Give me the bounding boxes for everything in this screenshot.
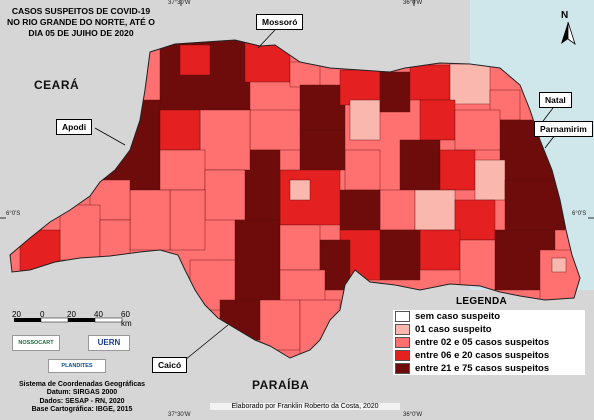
legend-label: entre 06 e 20 casos suspeitos <box>415 350 550 361</box>
label-parnamirim: Parnamirim <box>534 121 593 137</box>
municipality <box>249 109 301 151</box>
municipality <box>129 189 171 251</box>
municipality <box>454 109 501 151</box>
municipality <box>449 63 491 105</box>
municipality <box>289 179 311 201</box>
scale-label: 60 km <box>121 310 132 328</box>
info-line: Datum: SIRGAS 2000 <box>46 389 118 397</box>
map-info: Sistema de Coordenadas Geográficas Datum… <box>6 381 158 415</box>
leader-mossoro <box>257 29 276 49</box>
municipality <box>279 224 321 271</box>
legend-item: entre 02 e 05 casos suspeitos <box>393 336 585 349</box>
municipality <box>244 149 281 221</box>
map-title: CASOS SUSPEITOS DE COVID-19 NO RIO GRAND… <box>6 6 155 38</box>
info-line: Base Cartográfica: IBGE, 2015 <box>31 406 133 414</box>
leader-caico <box>184 324 229 361</box>
coord-top-left: 37°30'W <box>168 0 191 6</box>
legend-swatch <box>395 311 410 322</box>
legend-label: entre 21 e 75 casos suspeitos <box>415 363 550 374</box>
coord-right-lat: 6°0'S <box>572 211 587 217</box>
municipality <box>339 69 381 106</box>
municipality <box>504 179 566 231</box>
label-natal: Natal <box>539 92 572 108</box>
north-arrow-icon <box>561 21 576 46</box>
legend-title: LEGENDA <box>456 296 507 307</box>
legend-item: 01 caso suspeito <box>393 323 585 336</box>
municipality <box>289 61 321 88</box>
legend-swatch <box>395 350 410 361</box>
legend-item: entre 21 e 75 casos suspeitos <box>393 362 585 375</box>
municipality <box>204 169 246 221</box>
legend-label: 01 caso suspeito <box>415 324 492 335</box>
municipality <box>344 149 381 191</box>
municipality <box>439 149 476 191</box>
municipality <box>419 229 461 271</box>
municipality <box>299 84 346 131</box>
municipality <box>169 189 206 251</box>
info-line: Sistema de Coordenadas Geográficas <box>18 381 146 388</box>
municipality <box>319 239 351 291</box>
municipality <box>259 299 301 351</box>
municipality <box>379 71 411 113</box>
municipality <box>459 239 496 291</box>
logos: NOSSOCART UERN PLANDITES <box>10 333 160 375</box>
legend-label: sem caso suspeito <box>415 311 501 322</box>
municipality <box>59 204 101 261</box>
leader-parnamirim <box>544 134 556 149</box>
municipality <box>159 149 206 191</box>
legend-swatch <box>395 363 410 374</box>
legend-label: entre 02 e 05 casos suspeitos <box>415 337 550 348</box>
scale-label: 20 <box>12 310 21 319</box>
municipality <box>419 99 456 141</box>
municipality <box>159 109 201 151</box>
legend-swatch <box>395 324 410 335</box>
label-mossoro: Mossoró <box>256 14 304 30</box>
coord-bottom-right: 36°0'W <box>403 412 423 418</box>
region-paraiba: PARAÍBA <box>252 378 310 392</box>
municipality <box>349 99 381 141</box>
municipality <box>474 159 506 201</box>
legend-swatch <box>395 337 410 348</box>
municipality <box>179 44 211 76</box>
credit: Elaborado por Franklin Roberto da Costa,… <box>210 403 400 410</box>
coord-left-lat: 6°0'S <box>6 211 21 217</box>
municipality <box>199 109 251 171</box>
municipality <box>414 189 456 231</box>
coord-bottom-left: 37°30'W <box>168 412 191 418</box>
legend-item: entre 06 e 20 casos suspeitos <box>393 349 585 362</box>
info-line: Dados: SESAP - RN, 2020 <box>39 397 125 405</box>
scale-label: 20 <box>67 310 76 319</box>
north-letter: N <box>561 10 569 21</box>
logo-nossocart: NOSSOCART <box>12 335 60 351</box>
region-ceara: CEARÁ <box>34 78 80 92</box>
municipality <box>339 189 381 231</box>
legend-item: sem caso suspeito <box>393 310 585 323</box>
scale-label: 40 <box>94 310 103 319</box>
leader-apodi <box>94 127 126 146</box>
municipality <box>299 129 346 171</box>
municipality <box>399 139 441 191</box>
municipality <box>454 199 496 241</box>
scale-bar <box>14 317 123 323</box>
municipality <box>409 64 451 101</box>
municipality <box>234 219 281 301</box>
logo-plandites: PLANDITES <box>48 359 106 373</box>
legend-items: sem caso suspeito 01 caso suspeito entre… <box>393 310 585 375</box>
logo-uern: UERN <box>88 335 130 351</box>
municipality <box>279 269 326 306</box>
label-caico: Caicó <box>152 357 188 373</box>
label-apodi: Apodi <box>56 119 93 135</box>
municipality <box>379 229 421 281</box>
scale-label: 0 <box>40 310 45 319</box>
municipality <box>551 257 567 273</box>
coord-top-right: 36°0'W <box>403 0 423 6</box>
municipality <box>379 189 416 231</box>
